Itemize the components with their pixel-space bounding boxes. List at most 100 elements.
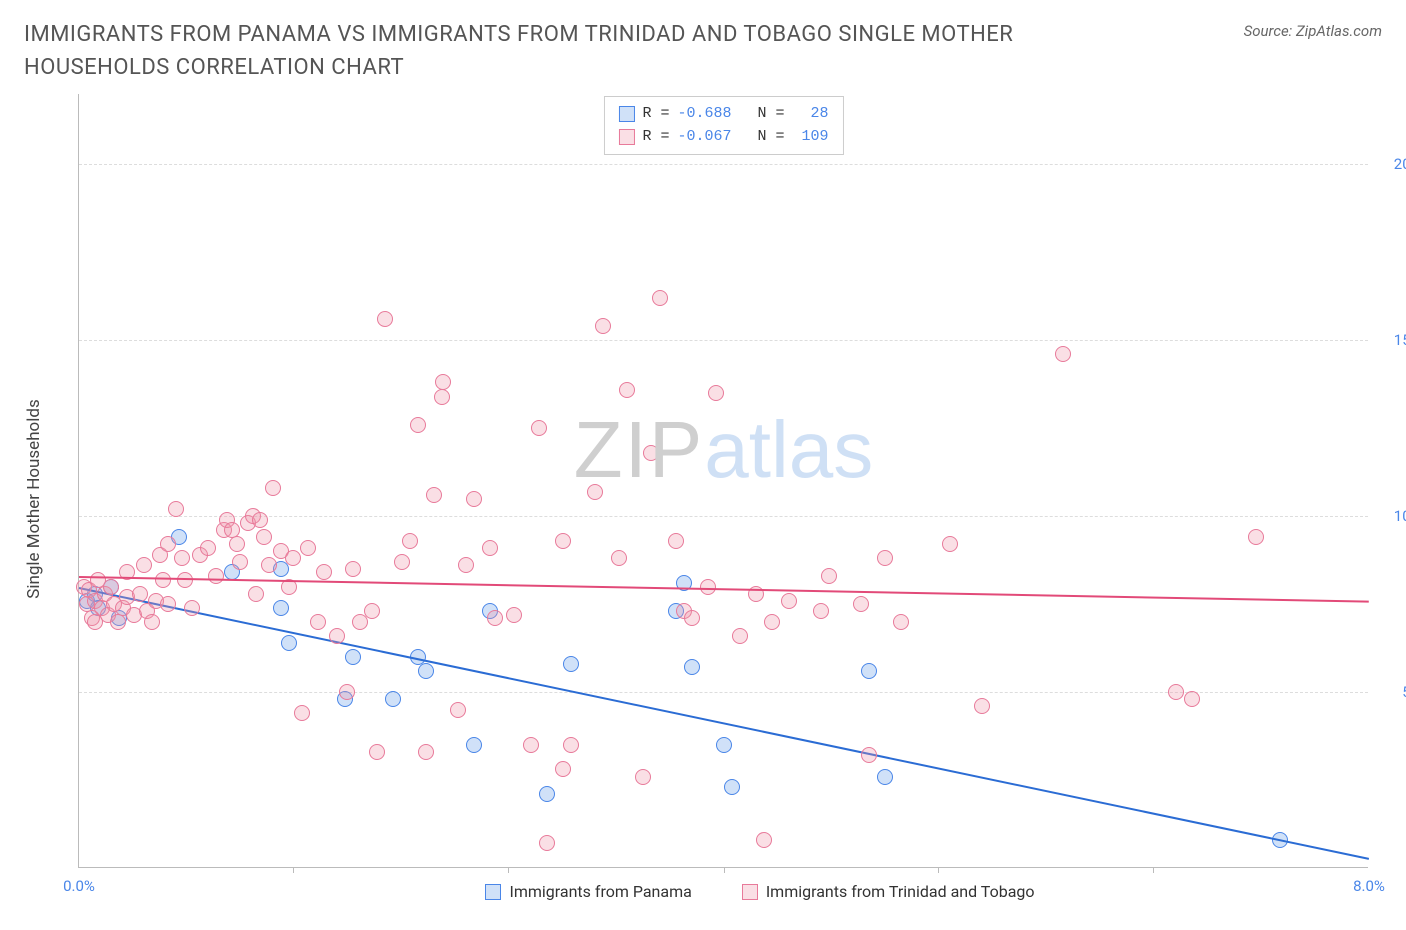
- data-point: [764, 614, 780, 630]
- data-point: [281, 635, 297, 651]
- x-tick-mark: [508, 867, 509, 873]
- data-point: [466, 737, 482, 753]
- data-point: [635, 769, 651, 785]
- data-point: [861, 747, 877, 763]
- data-point: [435, 374, 451, 390]
- plot-area: ZIPatlas R = -0.688 N = 28 R = -0.067 N …: [78, 94, 1368, 868]
- data-point: [877, 769, 893, 785]
- data-point: [252, 512, 268, 528]
- data-point: [300, 540, 316, 556]
- data-point: [708, 385, 724, 401]
- chart-area: Single Mother Households ZIPatlas R = -0…: [42, 94, 1382, 904]
- data-point: [861, 663, 877, 679]
- data-point: [418, 663, 434, 679]
- data-point: [853, 596, 869, 612]
- r-label: R =: [642, 103, 669, 126]
- data-point: [563, 737, 579, 753]
- data-point: [555, 761, 571, 777]
- data-point: [756, 832, 772, 848]
- n-value-panama: 28: [802, 103, 829, 126]
- data-point: [132, 586, 148, 602]
- data-point: [1248, 529, 1264, 545]
- data-point: [394, 554, 410, 570]
- data-point: [893, 614, 909, 630]
- data-point: [200, 540, 216, 556]
- data-point: [611, 550, 627, 566]
- data-point: [256, 529, 272, 545]
- data-point: [261, 557, 277, 573]
- r-value-panama: -0.688: [677, 103, 731, 126]
- data-point: [482, 540, 498, 556]
- data-point: [294, 705, 310, 721]
- data-point: [248, 586, 264, 602]
- series-legend-trinidad: Immigrants from Trinidad and Tobago: [742, 882, 1035, 901]
- trend-line: [79, 576, 1369, 603]
- data-point: [265, 480, 281, 496]
- data-point: [700, 579, 716, 595]
- n-value-trinidad: 109: [802, 126, 829, 149]
- series-legend-panama: Immigrants from Panama: [485, 882, 691, 901]
- gridline: [79, 340, 1368, 341]
- y-tick-label: 10.0%: [1374, 507, 1406, 525]
- data-point: [352, 614, 368, 630]
- data-point: [418, 744, 434, 760]
- data-point: [385, 691, 401, 707]
- header: IMMIGRANTS FROM PANAMA VS IMMIGRANTS FRO…: [24, 18, 1382, 84]
- data-point: [434, 389, 450, 405]
- x-tick-label: 0.0%: [63, 877, 95, 895]
- y-tick-label: 15.0%: [1374, 331, 1406, 349]
- data-point: [821, 568, 837, 584]
- data-point: [208, 568, 224, 584]
- data-point: [466, 491, 482, 507]
- data-point: [732, 628, 748, 644]
- legend-row-trinidad: R = -0.067 N = 109: [618, 126, 828, 149]
- series-label-panama: Immigrants from Panama: [509, 882, 691, 901]
- legend-row-panama: R = -0.688 N = 28: [618, 103, 828, 126]
- swatch-panama: [618, 106, 634, 122]
- r-value-trinidad: -0.067: [677, 126, 731, 149]
- data-point: [160, 596, 176, 612]
- data-point: [232, 554, 248, 570]
- data-point: [619, 382, 635, 398]
- y-axis-label: Single Mother Households: [24, 399, 44, 599]
- data-point: [110, 614, 126, 630]
- data-point: [285, 550, 301, 566]
- data-point: [1184, 691, 1200, 707]
- data-point: [652, 290, 668, 306]
- data-point: [942, 536, 958, 552]
- data-point: [426, 487, 442, 503]
- data-point: [974, 698, 990, 714]
- data-point: [364, 603, 380, 619]
- data-point: [310, 614, 326, 630]
- data-point: [402, 533, 418, 549]
- gridline: [79, 516, 1368, 517]
- x-tick-label: 8.0%: [1353, 877, 1385, 895]
- data-point: [345, 649, 361, 665]
- x-tick-mark: [1153, 867, 1154, 873]
- data-point: [813, 603, 829, 619]
- x-tick-mark: [293, 867, 294, 873]
- n-label: N =: [740, 126, 794, 149]
- watermark-zip: ZIP: [574, 405, 704, 494]
- y-tick-label: 5.0%: [1374, 683, 1406, 701]
- data-point: [184, 600, 200, 616]
- data-point: [168, 501, 184, 517]
- series-legend: Immigrants from Panama Immigrants from T…: [115, 882, 1405, 901]
- watermark: ZIPatlas: [574, 404, 873, 496]
- data-point: [273, 600, 289, 616]
- data-point: [643, 445, 659, 461]
- data-point: [523, 737, 539, 753]
- chart-title: IMMIGRANTS FROM PANAMA VS IMMIGRANTS FRO…: [24, 18, 1124, 84]
- data-point: [781, 593, 797, 609]
- data-point: [160, 536, 176, 552]
- data-point: [410, 417, 426, 433]
- data-point: [450, 702, 466, 718]
- data-point: [555, 533, 571, 549]
- trend-line: [79, 587, 1369, 860]
- n-label: N =: [740, 103, 794, 126]
- data-point: [316, 564, 332, 580]
- source-attribution: Source: ZipAtlas.com: [1244, 22, 1382, 40]
- data-point: [587, 484, 603, 500]
- data-point: [506, 607, 522, 623]
- chart-container: IMMIGRANTS FROM PANAMA VS IMMIGRANTS FRO…: [0, 0, 1406, 930]
